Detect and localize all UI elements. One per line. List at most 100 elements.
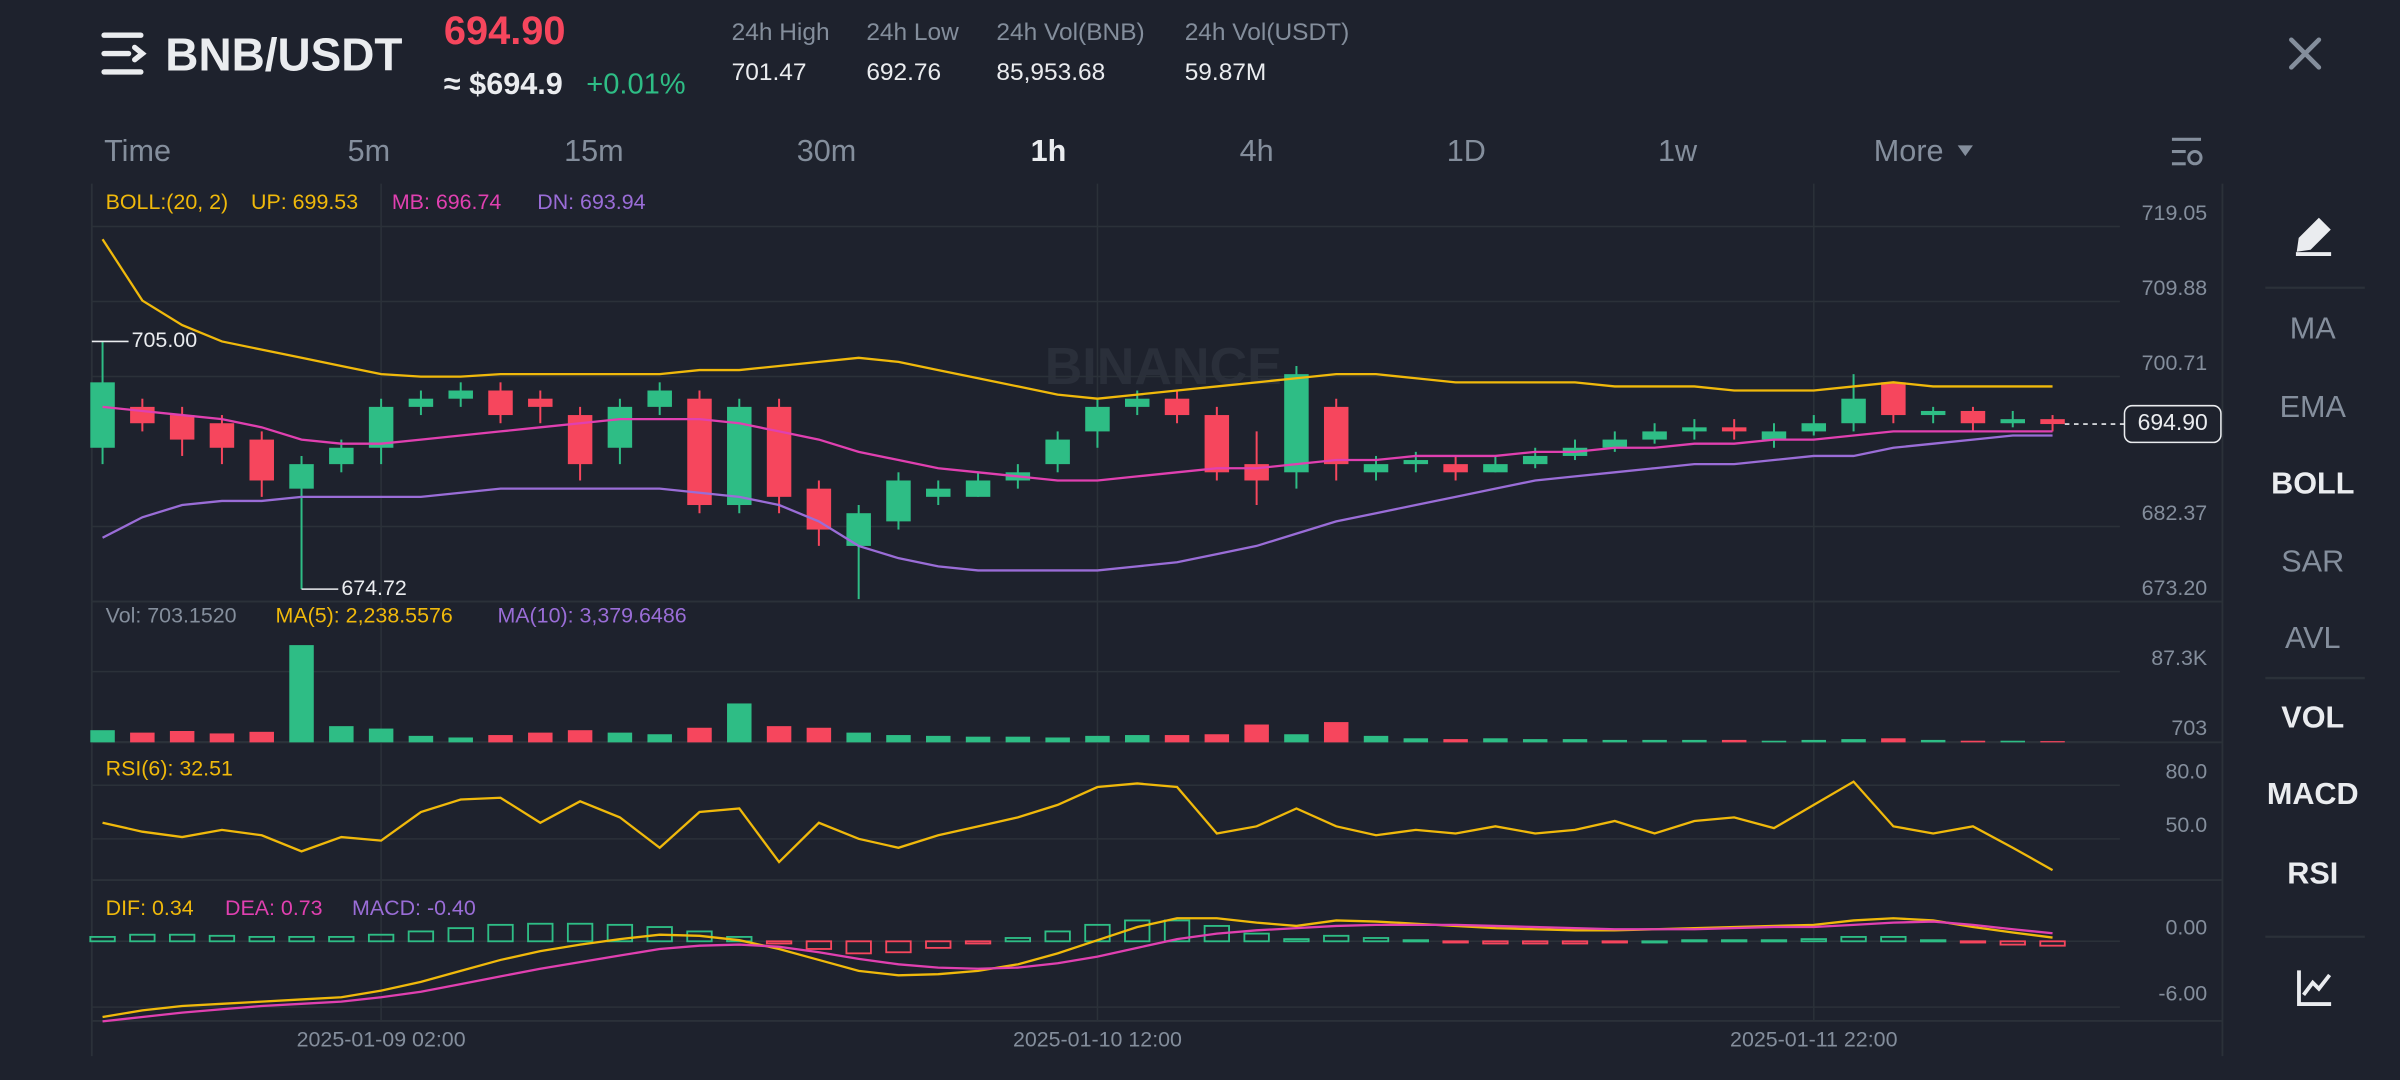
macd-histogram	[1044, 930, 1071, 943]
volume-bar	[249, 731, 274, 743]
indicator-toggle[interactable]: RSI	[2287, 857, 2338, 891]
volume-bar	[1960, 740, 1986, 743]
interval-tab[interactable]: 30m	[797, 134, 857, 168]
last-price-label: 694.90	[2138, 409, 2208, 435]
extreme-label: 674.72	[341, 576, 406, 600]
candle-body	[1920, 410, 1946, 416]
indicator-toggle[interactable]: BOLL	[2271, 466, 2354, 500]
close-button[interactable]	[2289, 37, 2322, 70]
macd-histogram	[1760, 939, 1788, 943]
chart-settings-icon[interactable]	[2171, 137, 2203, 166]
y-tick-label: 87.3K	[2151, 646, 2208, 670]
symbol[interactable]: BNB/USDT	[165, 28, 402, 80]
menu-icon[interactable]	[101, 32, 147, 75]
indicator-toggle[interactable]: EMA	[2280, 390, 2347, 424]
macd-histogram	[566, 922, 594, 943]
volume-bar	[1085, 735, 1110, 743]
volume-bar	[289, 645, 314, 743]
interval-tab[interactable]: 5m	[348, 134, 391, 168]
macd-histogram	[248, 935, 275, 943]
candle-body	[90, 382, 115, 448]
volume-bar	[1841, 739, 1866, 743]
macd-histogram	[1721, 939, 1748, 943]
macd-histogram	[288, 935, 315, 943]
candle-body	[1204, 415, 1230, 473]
volume-bar	[2040, 741, 2065, 743]
sidebar-icons	[2265, 217, 2365, 1006]
interval-tab[interactable]: 15m	[564, 134, 624, 168]
candle-body	[1483, 464, 1508, 473]
candle-body	[647, 390, 672, 407]
indicator-toggle[interactable]: SAR	[2281, 544, 2344, 578]
candle-body	[1642, 431, 1667, 440]
draw-tool-icon[interactable]	[2296, 217, 2331, 252]
macd-histogram	[1920, 939, 1947, 943]
volume-bar	[1483, 738, 1508, 743]
candle-body	[249, 439, 274, 481]
volume-bar	[488, 735, 513, 743]
volume-bar	[130, 732, 155, 743]
interval-tab[interactable]: 4h	[1240, 134, 1274, 168]
candle-body	[1323, 406, 1349, 465]
indicator-label: MB: 696.74	[392, 190, 502, 214]
interval-tab[interactable]: 1D	[1447, 134, 1486, 168]
macd-histogram	[1800, 938, 1827, 943]
volume-bar	[965, 736, 991, 743]
volume-bar	[90, 730, 115, 743]
candle-body	[1881, 382, 1906, 416]
candle-body	[607, 406, 633, 448]
volume-bar	[1323, 722, 1349, 743]
volume-bar	[1403, 738, 1429, 743]
macd-histogram	[885, 940, 912, 954]
volume-bar	[647, 734, 672, 743]
macd-histogram	[1004, 937, 1032, 943]
stat-value: 692.76	[866, 59, 941, 86]
volume-bar	[1284, 734, 1309, 743]
indicator-toggle[interactable]: MA	[2290, 312, 2336, 346]
boll-line	[102, 434, 2053, 572]
macd-histogram	[129, 933, 156, 943]
interval-tab[interactable]: Time	[104, 134, 171, 168]
volume-bar	[886, 735, 911, 743]
volume-bar	[687, 727, 712, 743]
menu-arrow	[132, 44, 147, 63]
volume-bar	[1801, 739, 1827, 743]
interval-tab[interactable]: 1w	[1658, 134, 1698, 168]
candle-body	[1960, 410, 1986, 424]
indicator-toggle[interactable]: AVL	[2285, 621, 2341, 655]
chart-type-icon[interactable]	[2297, 970, 2332, 1006]
volume-bar	[209, 733, 235, 743]
interval-tab[interactable]: 1h	[1031, 134, 1067, 168]
y-tick-label: 700.71	[2142, 351, 2207, 375]
macd-histogram	[1999, 940, 2026, 946]
y-tick-label: 709.88	[2142, 276, 2207, 300]
x-tick-label: 2025-01-09 02:00	[297, 1027, 466, 1051]
macd-histogram	[487, 923, 514, 943]
interval-tab[interactable]: More	[1874, 134, 1944, 168]
stat-value: 59.87M	[1185, 59, 1267, 86]
volume-bar	[1920, 739, 1946, 743]
stat-label: 24h Low	[866, 19, 959, 46]
macd-histogram	[925, 940, 952, 949]
candle-body	[886, 480, 911, 522]
volume-bar	[1562, 739, 1588, 743]
candle-body	[1522, 455, 1548, 465]
indicator-toggle[interactable]: VOL	[2281, 700, 2344, 734]
volume-bar	[926, 735, 951, 743]
candle-body	[806, 488, 832, 530]
close-line	[2289, 37, 2322, 70]
indicator-toggle[interactable]: MACD	[2267, 777, 2359, 811]
candle-body	[169, 415, 195, 440]
candle-body	[209, 423, 235, 448]
dropdown-arrow	[1957, 145, 1973, 157]
macd-histogram	[1840, 935, 1867, 943]
volume-bar	[1721, 739, 1747, 743]
last-price: 694.90	[444, 9, 566, 53]
candle-body	[289, 464, 314, 489]
y-tick-label: -6.00	[2158, 982, 2207, 1006]
macd-histogram	[168, 933, 196, 943]
candle-body	[965, 480, 991, 497]
volume-bar	[169, 731, 195, 743]
candle-body	[368, 406, 394, 448]
